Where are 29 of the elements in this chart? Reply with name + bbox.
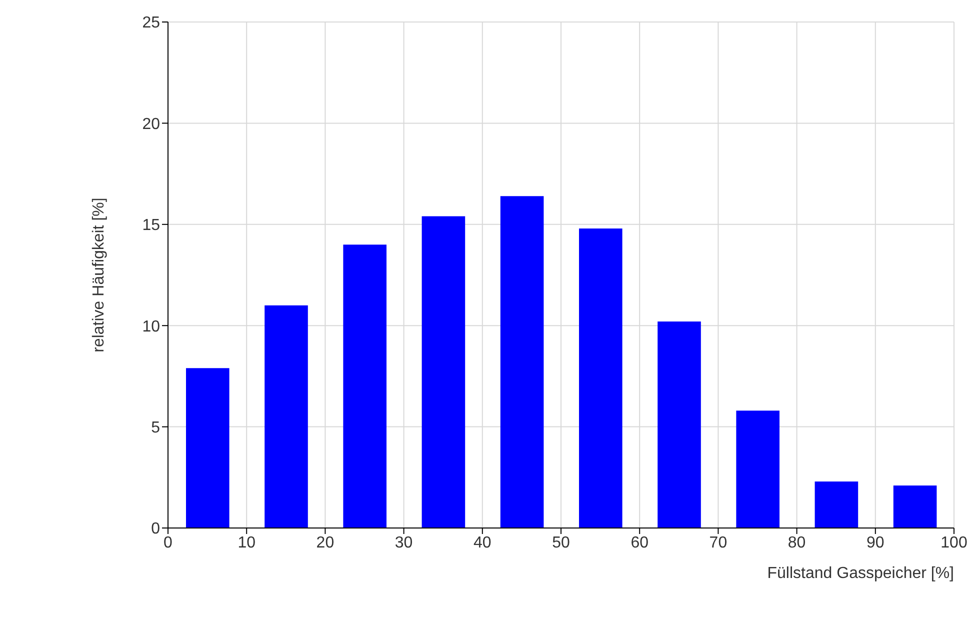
x-tick-label: 100 xyxy=(940,534,968,552)
y-tick-label: 5 xyxy=(151,419,160,436)
x-tick-label: 20 xyxy=(316,534,334,552)
bar xyxy=(736,410,780,528)
y-tick-label: 10 xyxy=(142,318,160,336)
bar xyxy=(579,228,622,528)
y-tick-label: 20 xyxy=(142,116,160,133)
y-axis-title: relative Häufigkeit [%] xyxy=(90,198,108,352)
x-tick-label: 10 xyxy=(238,534,256,552)
bar xyxy=(264,305,308,528)
bar xyxy=(422,216,466,528)
y-tick-label: 25 xyxy=(142,14,160,32)
x-tick-label: 60 xyxy=(630,534,649,552)
x-tick-label: 40 xyxy=(474,534,492,552)
x-tick-label: 70 xyxy=(709,534,728,552)
bar xyxy=(658,322,701,528)
bar xyxy=(500,196,544,528)
bar xyxy=(814,481,858,528)
x-tick-label: 80 xyxy=(788,534,806,552)
y-tick-label: 15 xyxy=(142,217,160,234)
x-tick-label: 0 xyxy=(164,534,173,552)
bar xyxy=(893,485,937,528)
bar xyxy=(343,244,386,528)
x-tick-label: 90 xyxy=(866,534,884,552)
bar xyxy=(186,368,230,528)
x-axis-title: Füllstand Gasspeicher [%] xyxy=(767,565,954,582)
x-tick-label: 50 xyxy=(552,534,570,552)
y-tick-label: 0 xyxy=(151,520,160,538)
x-tick-label: 30 xyxy=(394,534,413,552)
